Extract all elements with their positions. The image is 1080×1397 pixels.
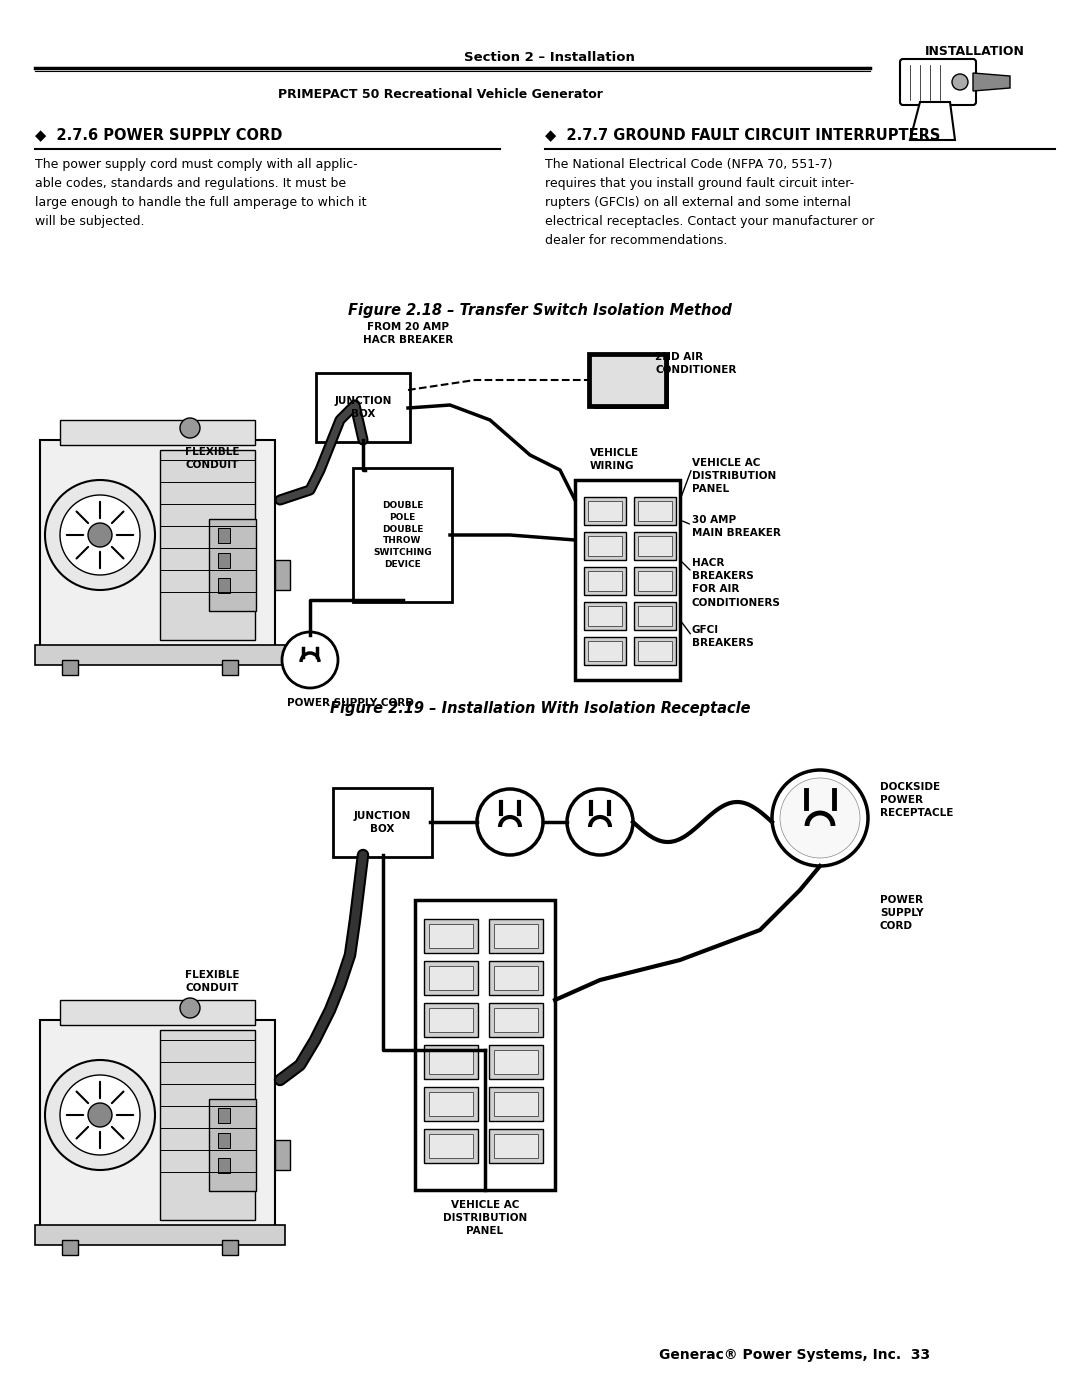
FancyBboxPatch shape <box>494 1092 538 1116</box>
Circle shape <box>282 631 338 687</box>
Circle shape <box>180 418 200 439</box>
Circle shape <box>477 789 543 855</box>
Text: INSTALLATION: INSTALLATION <box>926 45 1025 59</box>
Text: The National Electrical Code (NFPA 70, 551-7)
requires that you install ground f: The National Electrical Code (NFPA 70, 5… <box>545 158 874 247</box>
Polygon shape <box>910 102 955 140</box>
FancyBboxPatch shape <box>584 567 626 595</box>
FancyBboxPatch shape <box>494 1134 538 1158</box>
Polygon shape <box>973 73 1010 91</box>
FancyBboxPatch shape <box>588 353 667 407</box>
Text: FLEXIBLE
CONDUIT: FLEXIBLE CONDUIT <box>185 970 240 993</box>
FancyBboxPatch shape <box>415 900 555 1190</box>
Circle shape <box>780 778 860 858</box>
Bar <box>62 1241 78 1255</box>
FancyBboxPatch shape <box>429 1092 473 1116</box>
FancyBboxPatch shape <box>35 1225 285 1245</box>
FancyBboxPatch shape <box>489 919 543 953</box>
FancyBboxPatch shape <box>634 532 676 560</box>
FancyBboxPatch shape <box>489 1045 543 1078</box>
Bar <box>222 659 238 675</box>
FancyBboxPatch shape <box>588 606 622 626</box>
FancyBboxPatch shape <box>634 497 676 525</box>
FancyBboxPatch shape <box>584 602 626 630</box>
Circle shape <box>60 495 140 576</box>
FancyBboxPatch shape <box>584 532 626 560</box>
FancyBboxPatch shape <box>900 59 976 105</box>
Text: FLEXIBLE
CONDUIT: FLEXIBLE CONDUIT <box>185 447 240 471</box>
Text: The power supply cord must comply with all applic-
able codes, standards and reg: The power supply cord must comply with a… <box>35 158 366 228</box>
Bar <box>62 659 78 675</box>
FancyBboxPatch shape <box>40 440 275 650</box>
Circle shape <box>87 522 112 548</box>
FancyBboxPatch shape <box>429 1051 473 1074</box>
Text: VEHICLE AC
DISTRIBUTION
PANEL: VEHICLE AC DISTRIBUTION PANEL <box>692 458 777 495</box>
Bar <box>275 1140 291 1171</box>
FancyBboxPatch shape <box>353 468 453 602</box>
FancyBboxPatch shape <box>210 520 256 610</box>
FancyBboxPatch shape <box>588 641 622 661</box>
Text: HACR
BREAKERS
FOR AIR
CONDITIONERS: HACR BREAKERS FOR AIR CONDITIONERS <box>692 557 781 608</box>
Text: GFCI
BREAKERS: GFCI BREAKERS <box>692 624 754 648</box>
FancyBboxPatch shape <box>210 1099 256 1192</box>
FancyBboxPatch shape <box>634 637 676 665</box>
Text: POWER SUPPLY CORD: POWER SUPPLY CORD <box>286 698 414 708</box>
FancyBboxPatch shape <box>160 1030 255 1220</box>
Bar <box>218 1108 230 1123</box>
FancyBboxPatch shape <box>494 965 538 990</box>
FancyBboxPatch shape <box>424 1003 478 1037</box>
Text: Figure 2.19 – Installation With Isolation Receptacle: Figure 2.19 – Installation With Isolatio… <box>329 701 751 717</box>
FancyBboxPatch shape <box>638 502 672 521</box>
Bar <box>218 1133 230 1148</box>
FancyBboxPatch shape <box>590 355 665 405</box>
Circle shape <box>45 481 156 590</box>
FancyBboxPatch shape <box>40 1020 275 1229</box>
Text: ◆  2.7.6 POWER SUPPLY CORD: ◆ 2.7.6 POWER SUPPLY CORD <box>35 127 282 142</box>
Text: DOCKSIDE
POWER
RECEPTACLE: DOCKSIDE POWER RECEPTACLE <box>880 782 954 819</box>
Circle shape <box>87 1104 112 1127</box>
Text: POWER
SUPPLY
CORD: POWER SUPPLY CORD <box>880 895 923 932</box>
FancyBboxPatch shape <box>60 1000 255 1025</box>
Text: 30 AMP
MAIN BREAKER: 30 AMP MAIN BREAKER <box>692 515 781 538</box>
FancyBboxPatch shape <box>634 567 676 595</box>
FancyBboxPatch shape <box>424 1045 478 1078</box>
Bar <box>218 578 230 592</box>
FancyBboxPatch shape <box>638 571 672 591</box>
FancyBboxPatch shape <box>634 602 676 630</box>
FancyBboxPatch shape <box>489 1087 543 1120</box>
FancyBboxPatch shape <box>489 1129 543 1162</box>
Text: VEHICLE AC
DISTRIBUTION
PANEL: VEHICLE AC DISTRIBUTION PANEL <box>443 1200 527 1236</box>
FancyBboxPatch shape <box>160 450 255 640</box>
Text: JUNCTION
BOX: JUNCTION BOX <box>354 810 411 834</box>
FancyBboxPatch shape <box>588 536 622 556</box>
Text: FROM 20 AMP
HACR BREAKER: FROM 20 AMP HACR BREAKER <box>363 321 454 345</box>
Bar <box>222 1241 238 1255</box>
FancyBboxPatch shape <box>429 1134 473 1158</box>
FancyBboxPatch shape <box>316 373 410 441</box>
FancyBboxPatch shape <box>594 359 669 409</box>
Circle shape <box>567 789 633 855</box>
FancyBboxPatch shape <box>584 497 626 525</box>
FancyBboxPatch shape <box>638 536 672 556</box>
FancyBboxPatch shape <box>429 923 473 949</box>
Circle shape <box>180 997 200 1018</box>
FancyBboxPatch shape <box>494 923 538 949</box>
FancyBboxPatch shape <box>584 637 626 665</box>
Circle shape <box>951 74 968 89</box>
FancyBboxPatch shape <box>494 1009 538 1032</box>
FancyBboxPatch shape <box>429 965 473 990</box>
FancyBboxPatch shape <box>60 420 255 446</box>
FancyBboxPatch shape <box>489 961 543 995</box>
Text: Section 2 – Installation: Section 2 – Installation <box>464 52 635 64</box>
FancyBboxPatch shape <box>494 1051 538 1074</box>
FancyBboxPatch shape <box>424 1129 478 1162</box>
Bar <box>218 553 230 569</box>
Text: DOUBLE
POLE
DOUBLE
THROW
SWITCHING
DEVICE: DOUBLE POLE DOUBLE THROW SWITCHING DEVIC… <box>374 502 432 569</box>
FancyBboxPatch shape <box>424 1087 478 1120</box>
FancyBboxPatch shape <box>424 961 478 995</box>
FancyBboxPatch shape <box>575 481 680 680</box>
Text: PRIMEPACT 50 Recreational Vehicle Generator: PRIMEPACT 50 Recreational Vehicle Genera… <box>278 88 603 101</box>
Circle shape <box>45 1060 156 1171</box>
Text: VEHICLE
WIRING: VEHICLE WIRING <box>590 448 639 471</box>
Text: Figure 2.18 – Transfer Switch Isolation Method: Figure 2.18 – Transfer Switch Isolation … <box>348 303 732 319</box>
Bar <box>275 560 291 590</box>
